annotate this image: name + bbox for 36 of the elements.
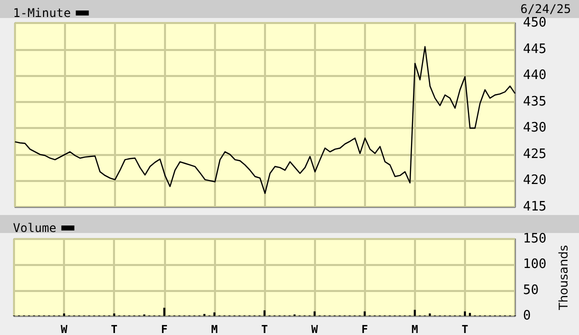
bar [468,312,471,316]
y-tick-label: 0 [523,308,531,324]
y-tick-label: 425 [523,146,546,162]
bar [414,310,416,316]
bar [113,313,116,316]
x-tick-label: T [110,323,118,335]
y-tick-label: 415 [523,200,546,214]
y-tick-label: 50 [523,282,539,298]
x-tick-label: F [160,323,168,335]
x-tick-label: T [462,323,469,335]
bar [464,311,466,316]
bar [264,310,266,316]
bar [213,312,216,316]
x-tick-label: M [211,323,218,335]
y-tick-label: 440 [523,68,546,84]
y-tick-label: 450 [523,16,546,30]
text: 6/24/25 [520,2,572,16]
y-tick-label: 100 [523,257,546,272]
legend-label: 1-Minute [13,6,71,20]
line-series [14,46,516,194]
y-tick-label: 445 [523,42,546,57]
bar [428,313,431,316]
legend-label: Volume [12,221,56,235]
x-tick-label: T [261,323,268,335]
y-tick-label: 430 [523,120,546,136]
x-tick-label: W [311,323,318,335]
x-tick-label: W [60,323,68,335]
bar [364,311,366,316]
y-tick-label: 150 [523,232,546,246]
y-tick-label: 420 [523,173,546,188]
y-axis-title: Thousands [556,245,570,311]
bar [163,308,166,316]
y-tick-label: 435 [523,94,546,110]
bar [314,311,316,316]
x-tick-label: F [361,323,368,335]
x-tick-label: M [411,323,418,335]
